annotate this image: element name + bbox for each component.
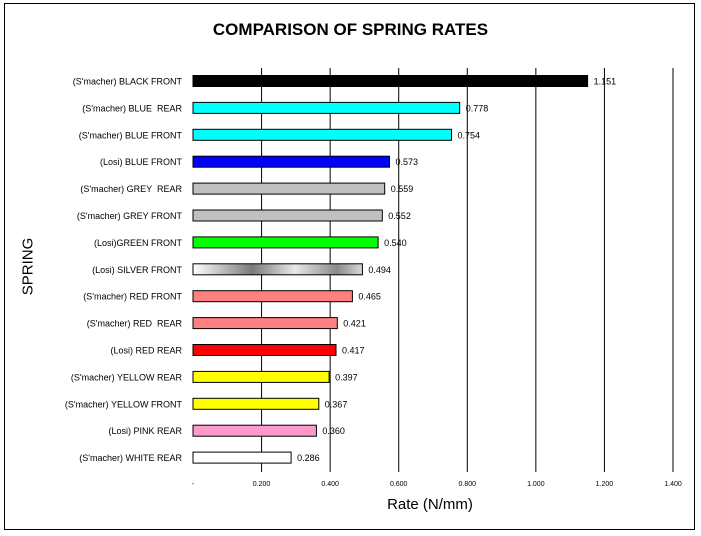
- category-label: (S'macher) WHITE REAR: [79, 453, 182, 463]
- value-label: 0.573: [396, 157, 419, 167]
- category-label: (Losi) PINK REAR: [108, 426, 182, 436]
- bar: [192, 155, 390, 168]
- bar: [192, 451, 292, 464]
- category-label: (S'macher) GREY REAR: [80, 184, 182, 194]
- value-label: 0.540: [384, 238, 407, 248]
- x-tick-label: 0.800: [459, 481, 477, 488]
- value-labels: 1.151 0.778 0.754 0.573 0.559 0.552 0.540 0.494…: [297, 77, 616, 464]
- category-label: (S'macher) YELLOW FRONT: [65, 399, 183, 409]
- x-tick-label: 1.200: [596, 481, 614, 488]
- bar: [192, 209, 383, 222]
- x-tick-labels: - 0.200 0.400 0.600 0.800 1.000 1.200 1.400: [192, 481, 682, 488]
- value-label: 0.360: [322, 426, 345, 436]
- category-labels: (S'macher) BLACK FRONT (S'macher) BLUE RE…: [65, 77, 183, 464]
- value-label: 0.778: [466, 103, 489, 113]
- category-label: (S'macher) RED REAR: [87, 319, 183, 329]
- value-label: 0.552: [388, 211, 411, 221]
- value-label: 1.151: [594, 77, 617, 87]
- bar: [192, 182, 386, 195]
- bar: [192, 370, 330, 383]
- bar: [192, 397, 320, 410]
- bar: [192, 128, 452, 141]
- category-label: (S'macher) RED FRONT: [83, 292, 182, 302]
- bar: [192, 236, 379, 249]
- value-label: 0.421: [343, 319, 366, 329]
- category-label: (S'macher) YELLOW REAR: [71, 372, 183, 382]
- category-label: (S'macher) BLUE FRONT: [79, 130, 183, 140]
- bar: [192, 317, 338, 330]
- x-tick-label: -: [192, 481, 195, 488]
- value-label: 0.559: [391, 184, 414, 194]
- value-label: 0.367: [325, 399, 348, 409]
- bar: [192, 424, 317, 437]
- value-label: 0.286: [297, 453, 320, 463]
- x-tick-label: 1.400: [664, 481, 682, 488]
- category-label: (S'macher) GREY FRONT: [77, 211, 183, 221]
- value-label: 0.754: [458, 130, 481, 140]
- x-tick-label: 0.200: [253, 481, 271, 488]
- bar: [192, 290, 353, 303]
- x-tick-label: 0.600: [390, 481, 408, 488]
- category-label: (Losi) BLUE FRONT: [100, 157, 183, 167]
- category-label: (Losi) RED REAR: [110, 346, 182, 356]
- x-tick-label: 1.000: [527, 481, 545, 488]
- value-label: 0.417: [342, 346, 365, 356]
- value-label: 0.494: [368, 265, 391, 275]
- bar: [192, 101, 461, 114]
- bar: [192, 344, 337, 356]
- x-axis-title: Rate (N/mm): [387, 496, 473, 513]
- category-label: (Losi)GREEN FRONT: [94, 238, 183, 248]
- bar: [192, 75, 589, 87]
- bar: [192, 263, 363, 276]
- category-label: (S'macher) BLUE REAR: [82, 103, 182, 113]
- x-tick-label: 0.400: [321, 481, 339, 488]
- category-label: (Losi) SILVER FRONT: [92, 265, 182, 275]
- category-label: (S'macher) BLACK FRONT: [73, 77, 183, 87]
- value-label: 0.397: [335, 372, 358, 382]
- chart-title: COMPARISON OF SPRING RATES: [212, 20, 489, 39]
- bars: [192, 75, 589, 464]
- value-label: 0.465: [358, 292, 381, 302]
